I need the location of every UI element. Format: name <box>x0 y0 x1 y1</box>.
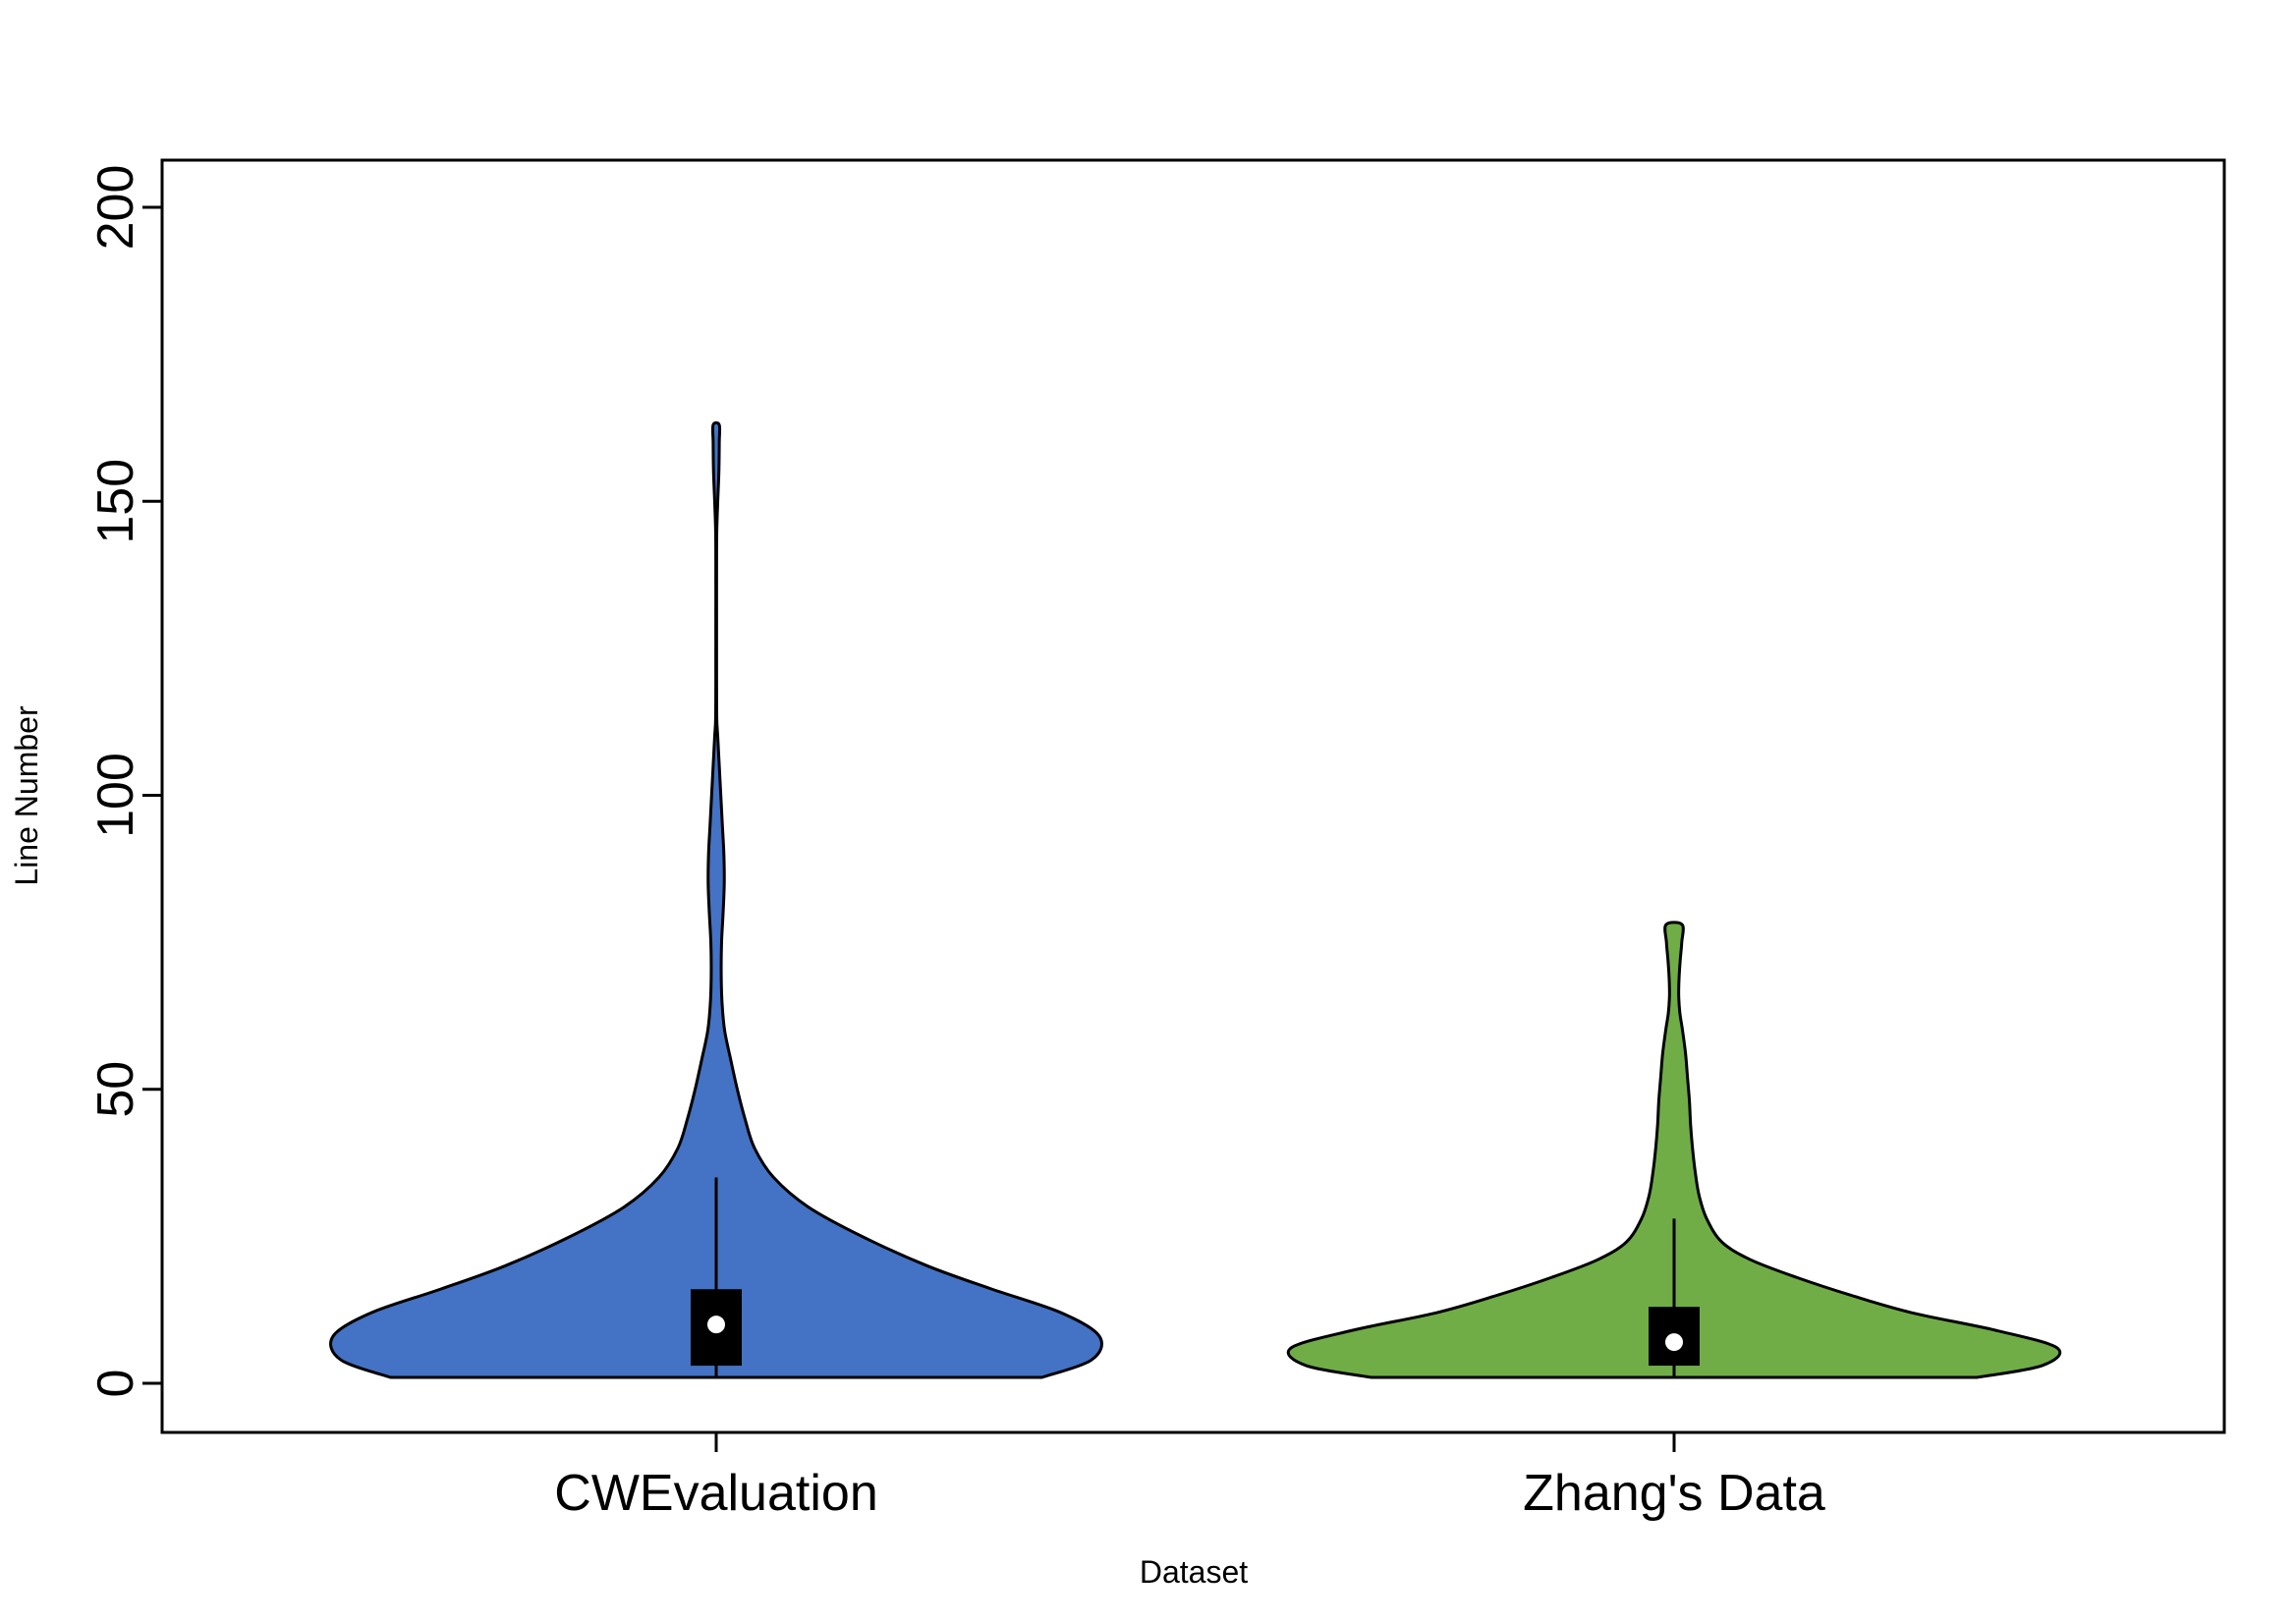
y-axis: 0 50 100 150 200 <box>87 165 164 1398</box>
y-tick-label: 0 <box>87 1370 144 1398</box>
x-axis-title: Dataset <box>1140 1554 1248 1590</box>
plot-frame <box>160 158 2226 1434</box>
y-tick-label: 150 <box>87 459 144 544</box>
y-tick-label: 50 <box>87 1061 144 1118</box>
y-tick-label: 200 <box>87 165 144 251</box>
median-point <box>1665 1333 1683 1352</box>
median-point <box>707 1316 725 1334</box>
violin-body <box>329 420 1103 1379</box>
x-axis: CWEvaluation Zhang's Data <box>554 1432 1825 1522</box>
x-tick-label: CWEvaluation <box>554 1465 877 1522</box>
violin-layer <box>329 420 2062 1379</box>
x-tick-label: Zhang's Data <box>1523 1465 1825 1522</box>
y-tick-label: 100 <box>87 753 144 838</box>
violin-body <box>1286 921 2062 1379</box>
y-axis-title: Line Number <box>9 705 44 886</box>
